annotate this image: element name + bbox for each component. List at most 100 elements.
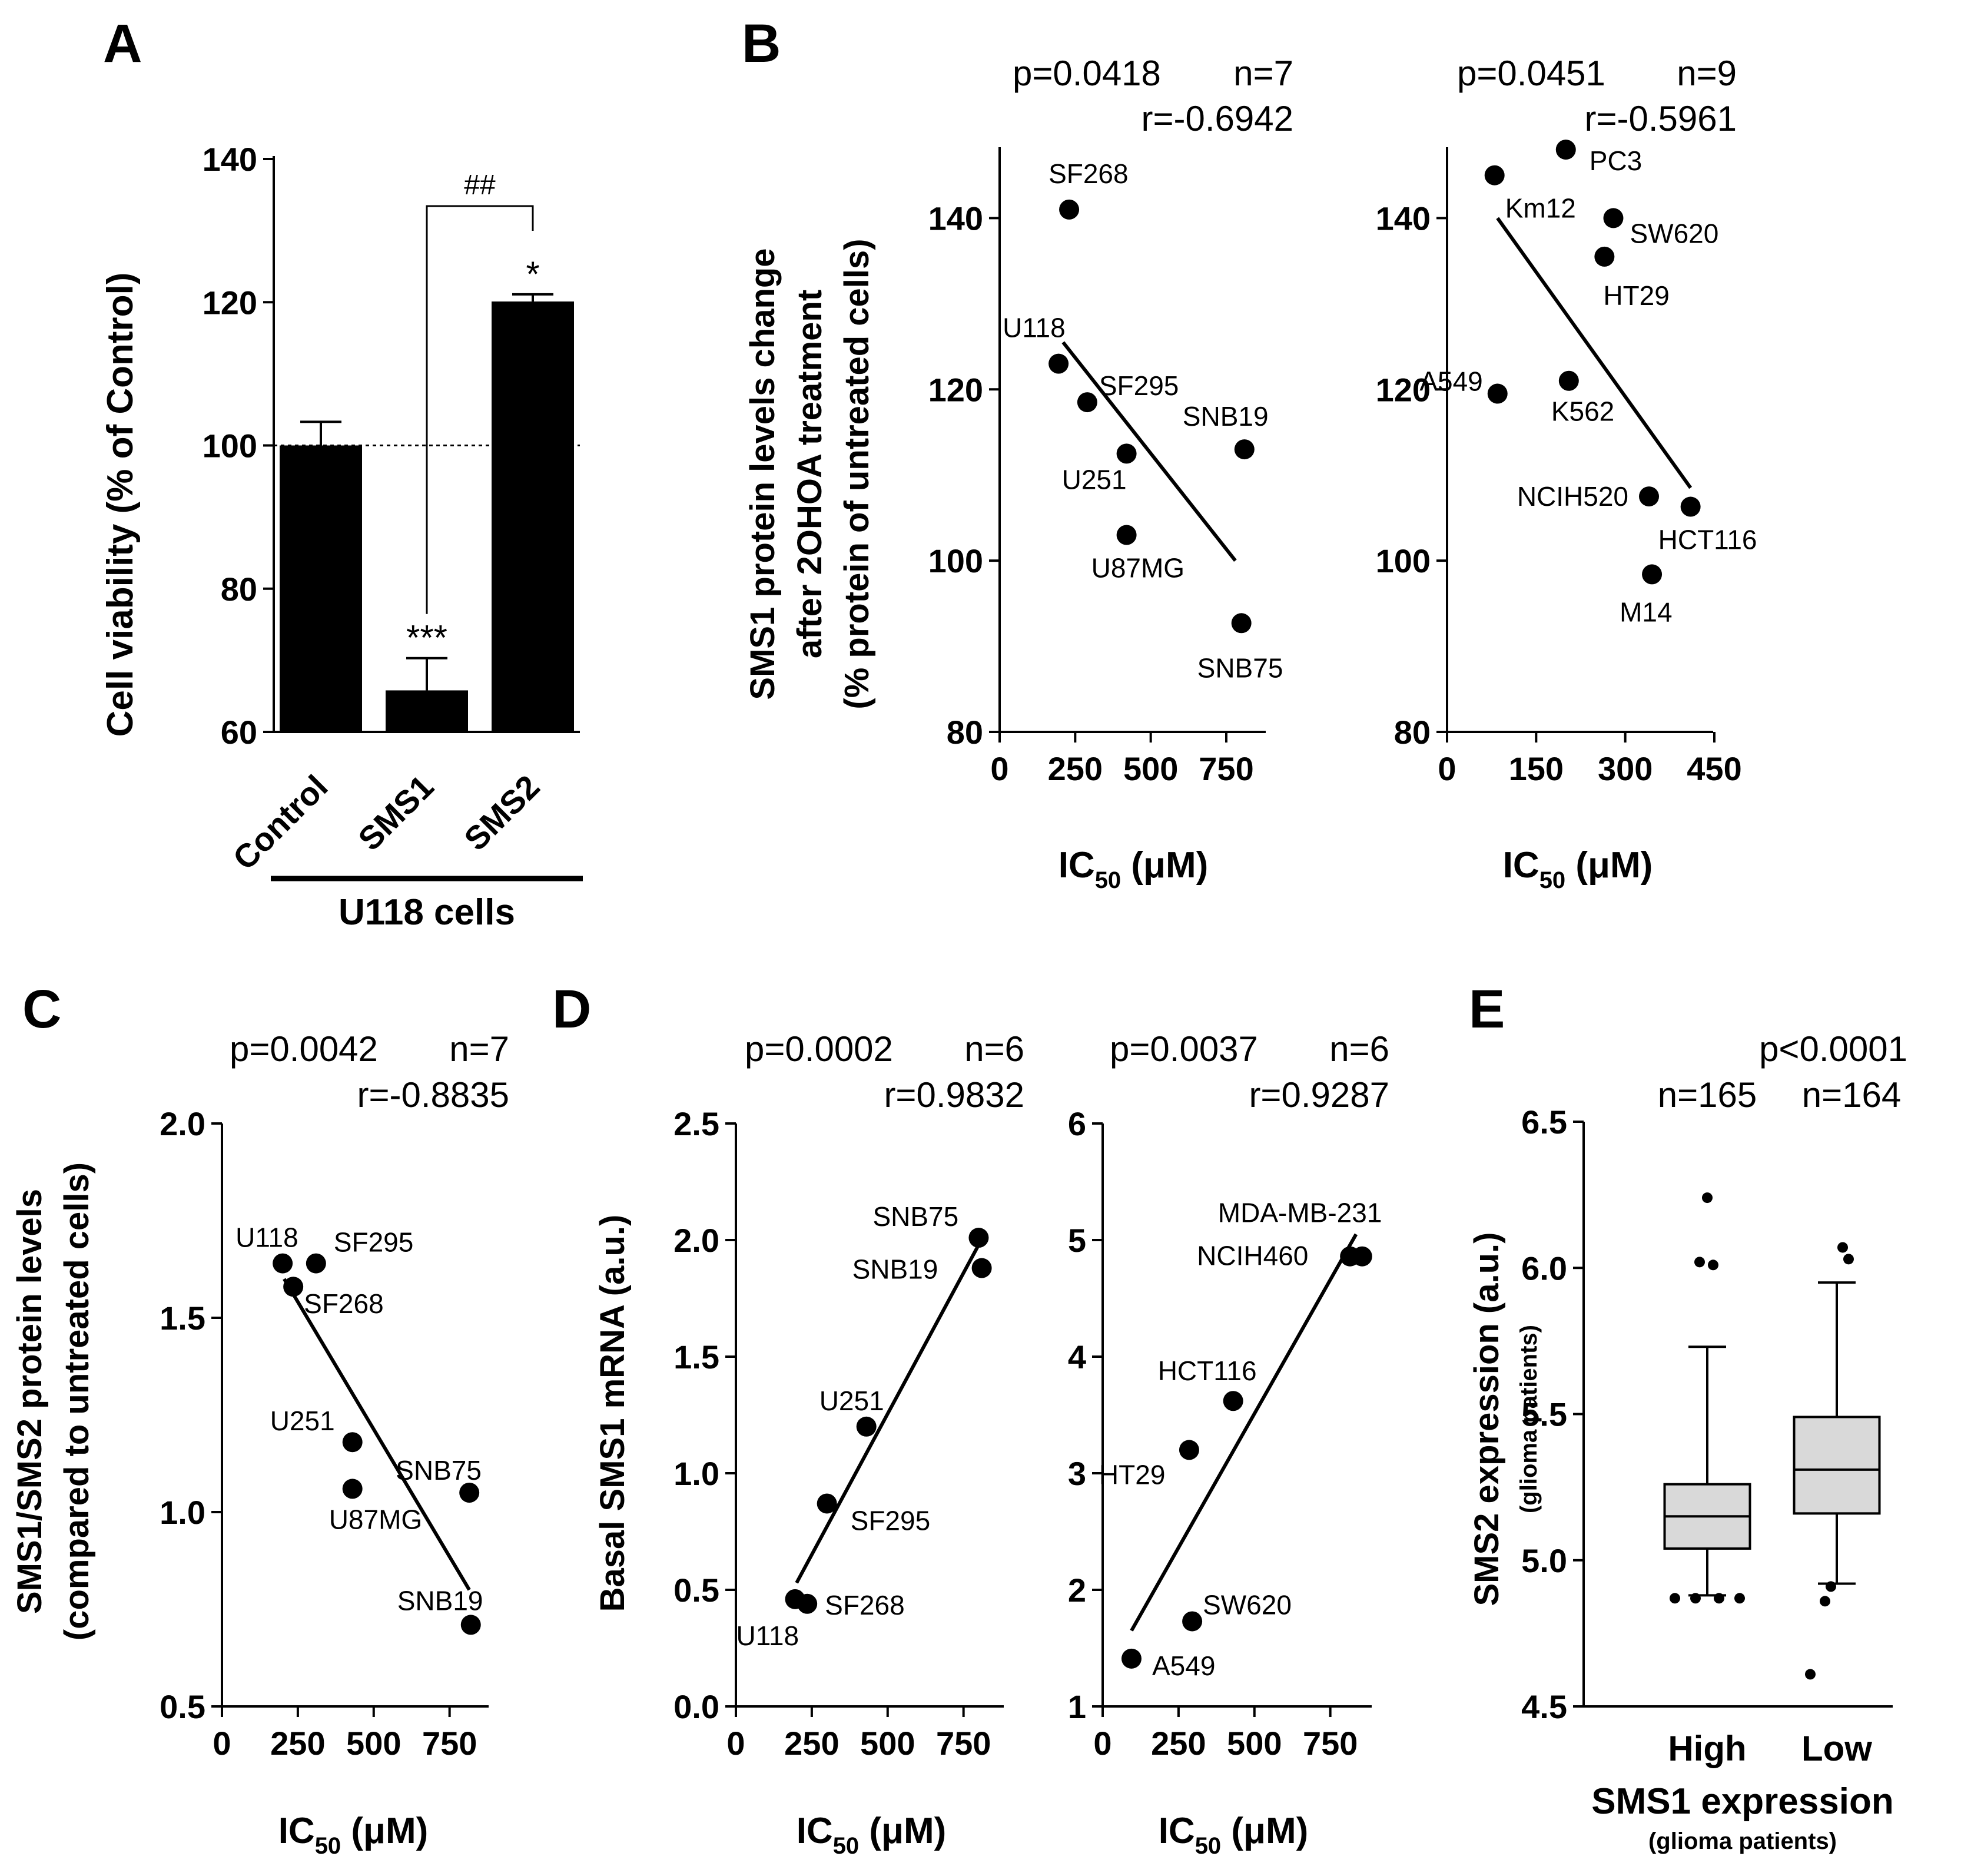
panel-c-point-label-u87mg: U87MG (329, 1504, 422, 1534)
panel-d-left-point-sf295 (817, 1493, 837, 1514)
panel-a-category-control: Control (225, 768, 334, 877)
panel-d-left-point-label-u251: U251 (819, 1386, 884, 1416)
panel-a-bar-control (280, 445, 362, 732)
panel-b-left-point-label-snb19: SNB19 (1183, 401, 1269, 432)
panel-b-right-point-label-a549: A549 (1419, 366, 1482, 397)
panel-c-point-snb19 (460, 1615, 481, 1635)
panel-b-right-point-k562 (1558, 370, 1579, 391)
panel-b-right-regression-line (1496, 217, 1693, 489)
panel-c-point-sf295 (306, 1253, 326, 1274)
panel-d-right-x-axis-label: IC50 (μM) (1159, 1811, 1309, 1859)
panel-c-point-label-u251: U251 (270, 1406, 335, 1436)
panel-d-left-plot: 0.0 0.5 1.0 1.5 2.0 2.5 0 250 500 750 SNB75 SNB19 U2… (673, 1105, 1004, 1762)
panel-d-right-point-sw620 (1182, 1611, 1203, 1632)
panel-b-right-point-hct116 (1680, 496, 1701, 517)
panel-c-x-axis-label: IC50 (μM) (278, 1811, 429, 1859)
panel-d-left-y-tick-label: 0.5 (673, 1572, 719, 1609)
panel-a-bar-sms1 (386, 690, 468, 732)
panel-b-right-r-value: r=-0.5961 (1584, 99, 1737, 138)
panel-c-y-tick-label: 1.5 (160, 1300, 205, 1337)
panel-b-y-axis-label-line1: SMS1 protein levels change (744, 248, 782, 700)
panel-b-right-x-tick-label: 450 (1687, 750, 1741, 787)
panel-d-right-y-tick-label: 5 (1068, 1222, 1086, 1259)
panel-b-left-point-u87mg (1116, 525, 1137, 545)
panel-c-x-tick-label: 250 (270, 1725, 325, 1762)
panel-b-right-y-tick-label: 140 (1376, 200, 1431, 237)
panel-c-n-value: n=7 (449, 1029, 509, 1069)
panel-a-bars: ****## (280, 170, 574, 732)
panel-e-y-axis-label: SMS2 expression (a.u.) (1468, 1232, 1506, 1606)
panel-c-x-tick-label: 750 (422, 1725, 477, 1762)
panel-d-left-r-value: r=0.9832 (884, 1075, 1024, 1115)
panel-c-p-value: p=0.0042 (230, 1029, 378, 1069)
panel-c-point-label-sf268: SF268 (304, 1288, 384, 1319)
panel-b-right-y-tick-label: 120 (1376, 371, 1431, 408)
panel-b-left-regression-line (1061, 341, 1237, 562)
panel-a-y-tick-label: 80 (221, 571, 257, 608)
panel-e-outlier-high (1702, 1192, 1713, 1204)
panel-b-right-n-value: n=9 (1677, 54, 1737, 93)
panel-a-axes: 60 80 100 120 140 (203, 141, 580, 751)
panel-c-point-u87mg (342, 1479, 363, 1499)
panel-b-right-point-km12 (1484, 165, 1505, 185)
panel-b-right-point-label-k562: K562 (1551, 396, 1614, 427)
panel-e-outlier-low (1805, 1669, 1816, 1680)
panel-b-left-point-snb19 (1234, 439, 1255, 460)
panel-c-point-label-snb19: SNB19 (397, 1585, 483, 1616)
panel-c-point-sf268 (283, 1277, 304, 1297)
panel-d-left-point-label-sf295: SF295 (851, 1505, 931, 1536)
panel-a-category-sms1: SMS1 (351, 768, 440, 857)
panel-a-y-tick-label: 100 (203, 427, 257, 465)
panel-e-y-axis-sublabel: (glioma patients) (1516, 1325, 1542, 1513)
panel-b-right-point-label-pc3: PC3 (1590, 145, 1642, 176)
panel-d-right-y-tick-label: 2 (1068, 1572, 1086, 1609)
panel-e-group-label-low: Low (1801, 1729, 1872, 1768)
panel-d-left-x-tick-label: 250 (784, 1725, 839, 1762)
panel-b-left-plot: 80 100 120 140 0 250 500 750 SF268 U118 SF295 U251 U… (928, 147, 1283, 787)
panel-d-right-regression-line (1130, 1233, 1358, 1632)
panel-c-point-u118 (273, 1253, 293, 1274)
panel-c-y-tick-label: 2.0 (160, 1105, 205, 1142)
panel-a-y-tick-label: 140 (203, 141, 257, 178)
panel-b-left-point-label-u118: U118 (1003, 313, 1066, 343)
panel-letter-d: D (552, 979, 591, 1039)
panel-d-left-x-tick-label: 750 (936, 1725, 991, 1762)
panel-d-left-point-label-u118: U118 (736, 1620, 799, 1651)
panel-d-y-axis-label: Basal SMS1 mRNA (a.u.) (593, 1215, 632, 1612)
panel-d-right-point-ncih460 (1340, 1246, 1361, 1267)
panel-c-y-axis-label-line2: (compared to untreated cells) (58, 1162, 96, 1640)
panel-c-x-tick-label: 500 (346, 1725, 401, 1762)
panel-e-group-label-high: High (1668, 1729, 1746, 1768)
panel-b-right-y-tick-label: 80 (1394, 714, 1431, 751)
panel-d-right-x-tick-label: 500 (1227, 1725, 1282, 1762)
panel-e-x-axis-label: SMS1 expression (1591, 1781, 1893, 1822)
panel-d-left-point-snb75 (968, 1228, 989, 1248)
panel-e-outlier-high (1690, 1593, 1701, 1604)
panel-b-left-point-label-sf268: SF268 (1048, 158, 1129, 189)
panel-d-right-point-label-sw620: SW620 (1203, 1589, 1292, 1620)
panel-b-right-p-value: p=0.0451 (1457, 54, 1605, 93)
panel-b-left-x-tick-label: 500 (1123, 750, 1178, 787)
panel-e-outlier-low (1820, 1596, 1830, 1607)
panel-d-right-point-label-a549: A549 (1152, 1650, 1215, 1681)
panel-d-right-point-label-hct116: HCT116 (1158, 1355, 1257, 1386)
panel-b-left-point-label-u87mg: U87MG (1091, 553, 1184, 584)
panel-d-right-x-tick-label: 750 (1303, 1725, 1358, 1762)
panel-b-left-point-u118 (1048, 353, 1069, 374)
panel-d-left-y-tick-label: 2.0 (673, 1222, 719, 1259)
panel-b-left-point-label-u251: U251 (1062, 464, 1127, 495)
panel-b-left-point-u251 (1116, 443, 1137, 464)
panel-e-outlier-low (1837, 1242, 1848, 1253)
panel-e-outlier-high (1694, 1257, 1705, 1268)
panel-d-left-p-value: p=0.0002 (745, 1029, 893, 1069)
panel-e-outlier-high (1670, 1593, 1680, 1604)
panel-c-x-tick-label: 0 (213, 1725, 231, 1762)
panel-b-left-point-label-snb75: SNB75 (1197, 652, 1283, 683)
panel-b-left-y-tick-label: 80 (947, 714, 983, 751)
panel-d-left-y-tick-label: 2.5 (673, 1105, 719, 1142)
panel-b-left-x-axis-label: IC50 (μM) (1059, 845, 1209, 893)
panel-d-left-point-label-snb19: SNB19 (852, 1254, 938, 1285)
panel-b-left-point-snb75 (1231, 613, 1252, 634)
